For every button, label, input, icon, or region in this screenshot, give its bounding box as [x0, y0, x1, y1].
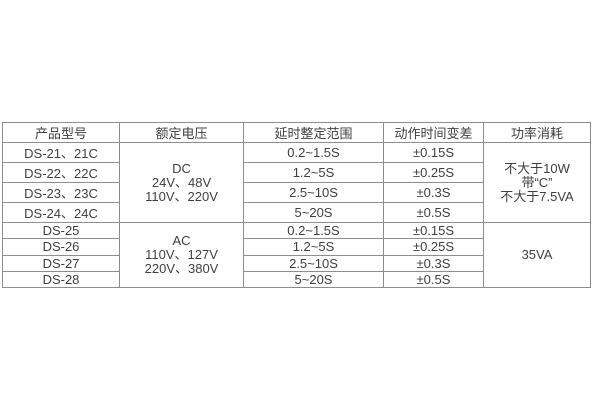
voltage-line: 220V、380V — [144, 261, 219, 276]
cell-model: DS-23、23C — [2, 182, 120, 203]
cell-power-dc: 不大于10W 带“C” 不大于7.5VA — [483, 142, 591, 223]
voltage-line: 110V、127V — [145, 247, 218, 262]
voltage-line: DC — [172, 160, 191, 176]
cell-power-ac: 35VA — [483, 222, 591, 288]
cell-range: 5~20S — [243, 202, 384, 223]
cell-model: DS-27 — [2, 254, 120, 272]
header-model: 产品型号 — [2, 122, 120, 143]
cell-model: DS-22、22C — [2, 162, 120, 183]
cell-range: 2.5~10S — [243, 254, 384, 272]
relay-spec-table-container: 产品型号 额定电压 延时整定范围 动作时间变差 功率消耗 DS-21、21C D… — [2, 122, 591, 289]
cell-variation: ±0.5S — [383, 270, 484, 289]
cell-variation: ±0.25S — [383, 238, 484, 256]
voltage-line: 110V、220V — [145, 188, 218, 204]
cell-model: DS-28 — [2, 270, 120, 289]
power-line: 35VA — [521, 247, 553, 262]
header-range: 延时整定范围 — [243, 122, 384, 143]
cell-range: 1.2~5S — [243, 238, 384, 256]
cell-range: 1.2~5S — [243, 162, 384, 183]
table-row: DS-28 5~20S ±0.5S — [2, 270, 591, 289]
table-row: DS-27 2.5~10S ±0.3S — [2, 254, 591, 272]
power-line: 带“C” — [521, 174, 553, 190]
cell-model: DS-24、24C — [2, 202, 120, 223]
cell-model: DS-26 — [2, 238, 120, 256]
cell-variation: ±0.3S — [383, 182, 484, 203]
header-voltage: 额定电压 — [119, 122, 244, 143]
cell-variation: ±0.5S — [383, 202, 484, 223]
table-row: DS-25 AC 110V、127V 220V、380V 0.2~1.5S ±0… — [2, 221, 591, 288]
voltage-line: AC — [172, 233, 191, 248]
table-row: DS-23、23C 2.5~10S ±0.3S — [2, 182, 591, 203]
header-power: 功率消耗 — [483, 122, 591, 143]
header-row: 产品型号 额定电压 延时整定范围 动作时间变差 功率消耗 — [2, 122, 591, 143]
cell-range: 2.5~10S — [243, 182, 384, 203]
cell-variation: ±0.25S — [383, 162, 484, 183]
cell-model: DS-25 — [2, 221, 120, 240]
table-row: DS-21、21C DC 24V、48V 110V、220V 0.2~1.5S … — [2, 142, 591, 223]
power-line: 不大于10W — [504, 160, 570, 176]
power-line: 不大于7.5VA — [500, 188, 574, 204]
cell-range: 0.2~1.5S — [243, 142, 384, 163]
header-variation: 动作时间变差 — [383, 122, 484, 143]
cell-range: 0.2~1.5S — [243, 221, 384, 240]
cell-voltage-dc: DC 24V、48V 110V、220V — [119, 142, 244, 223]
cell-variation: ±0.3S — [383, 254, 484, 272]
relay-spec-table: 产品型号 额定电压 延时整定范围 动作时间变差 功率消耗 DS-21、21C D… — [2, 122, 591, 289]
cell-range: 5~20S — [243, 270, 384, 289]
table-row: DS-26 1.2~5S ±0.25S — [2, 238, 591, 256]
cell-voltage-ac: AC 110V、127V 220V、380V — [119, 222, 244, 288]
cell-model: DS-21、21C — [2, 142, 120, 163]
cell-variation: ±0.15S — [383, 221, 484, 240]
cell-variation: ±0.15S — [383, 142, 484, 163]
voltage-line: 24V、48V — [151, 174, 212, 190]
